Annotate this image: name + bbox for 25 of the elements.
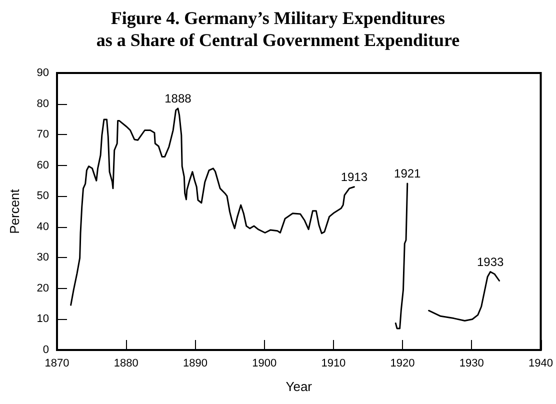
annotation: 1913 bbox=[340, 170, 368, 184]
x-tick-label: 1920 bbox=[390, 358, 415, 370]
x-tick-label: 1930 bbox=[459, 358, 484, 370]
y-tick-label: 30 bbox=[36, 252, 49, 264]
x-tick-label: 1910 bbox=[321, 358, 346, 370]
x-tick-label: 1940 bbox=[528, 358, 554, 370]
y-tick-label: 70 bbox=[36, 128, 49, 141]
y-tick-label: 80 bbox=[36, 98, 49, 110]
y-tick-label: 0 bbox=[42, 344, 49, 356]
x-tick-label: 1870 bbox=[44, 358, 70, 370]
x-tick-label: 1880 bbox=[114, 358, 138, 370]
chart-title: Figure 4. Germany’s Military Expenditures as a Share of Central Government Expenditure bbox=[96, 8, 460, 50]
y-tick-label: 10 bbox=[36, 313, 49, 326]
x-tick-label: 1900 bbox=[252, 358, 277, 370]
y-tick-label: 60 bbox=[36, 159, 49, 172]
x-tick-label: 1890 bbox=[182, 358, 208, 370]
annotation: 1933 bbox=[476, 254, 504, 269]
y-axis-title: Percent bbox=[7, 188, 22, 234]
y-tick-label: 50 bbox=[36, 190, 49, 202]
annotation: 1921 bbox=[394, 166, 422, 180]
annotation: 1888 bbox=[164, 91, 192, 106]
y-tick-label: 90 bbox=[36, 67, 49, 79]
y-tick-label: 20 bbox=[36, 282, 49, 294]
y-tick-label: 40 bbox=[36, 220, 49, 233]
x-axis-title: Year bbox=[286, 379, 313, 394]
